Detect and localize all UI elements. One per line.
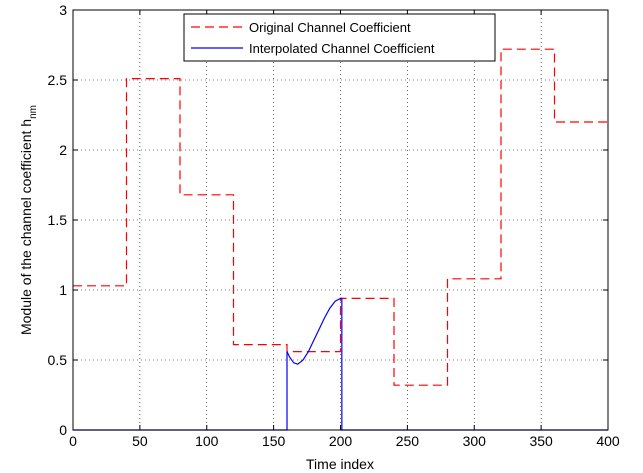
y-tick-label: 3 xyxy=(59,2,67,18)
x-tick-label: 0 xyxy=(69,433,77,449)
x-tick-label: 100 xyxy=(195,433,219,449)
x-tick-label: 200 xyxy=(329,433,353,449)
legend-entry-original: Original Channel Coefficient xyxy=(249,20,411,35)
x-tick-label: 400 xyxy=(596,433,620,449)
tick-labels: 0 50 100 150 200 250 300 350 400 0 0.5 1 1.5 2 2.5 3 xyxy=(48,2,620,449)
x-tick-label: 50 xyxy=(132,433,148,449)
x-tick-label: 300 xyxy=(463,433,487,449)
x-axis-label: Time index xyxy=(306,456,374,472)
y-tick-label: 1 xyxy=(59,282,67,298)
legend-entry-interpolated: Interpolated Channel Coefficient xyxy=(249,41,435,56)
series-line-original xyxy=(73,48,608,386)
y-axis-label: Module of the channel coefficient hnm xyxy=(18,105,39,335)
y-tick-label: 2.5 xyxy=(48,72,68,88)
legend-box xyxy=(183,13,496,62)
plot-area xyxy=(73,10,608,430)
y-tick-label: 0.5 xyxy=(48,352,68,368)
legend: Original Channel Coefficient Interpolate… xyxy=(183,13,496,62)
y-tick-label: 1.5 xyxy=(48,212,68,228)
y-tick-label: 2 xyxy=(59,142,67,158)
y-axis-label-main: Module of the channel coefficient h xyxy=(18,119,34,335)
y-axis-label-subscript: nm xyxy=(28,105,39,119)
series-layer xyxy=(73,48,608,431)
y-tick-label: 0 xyxy=(59,422,67,438)
x-tick-label: 150 xyxy=(262,433,286,449)
series-line-interpolated xyxy=(73,297,608,431)
x-tick-label: 350 xyxy=(529,433,553,449)
x-tick-label: 250 xyxy=(396,433,420,449)
